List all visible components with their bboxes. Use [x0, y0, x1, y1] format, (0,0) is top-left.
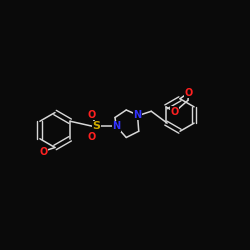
Text: O: O [170, 107, 179, 117]
Text: O: O [88, 132, 96, 142]
Text: N: N [112, 121, 120, 131]
Text: O: O [39, 147, 48, 157]
Text: O: O [184, 88, 193, 98]
Text: N: N [134, 110, 141, 120]
Text: S: S [92, 121, 100, 131]
Text: O: O [88, 110, 96, 120]
